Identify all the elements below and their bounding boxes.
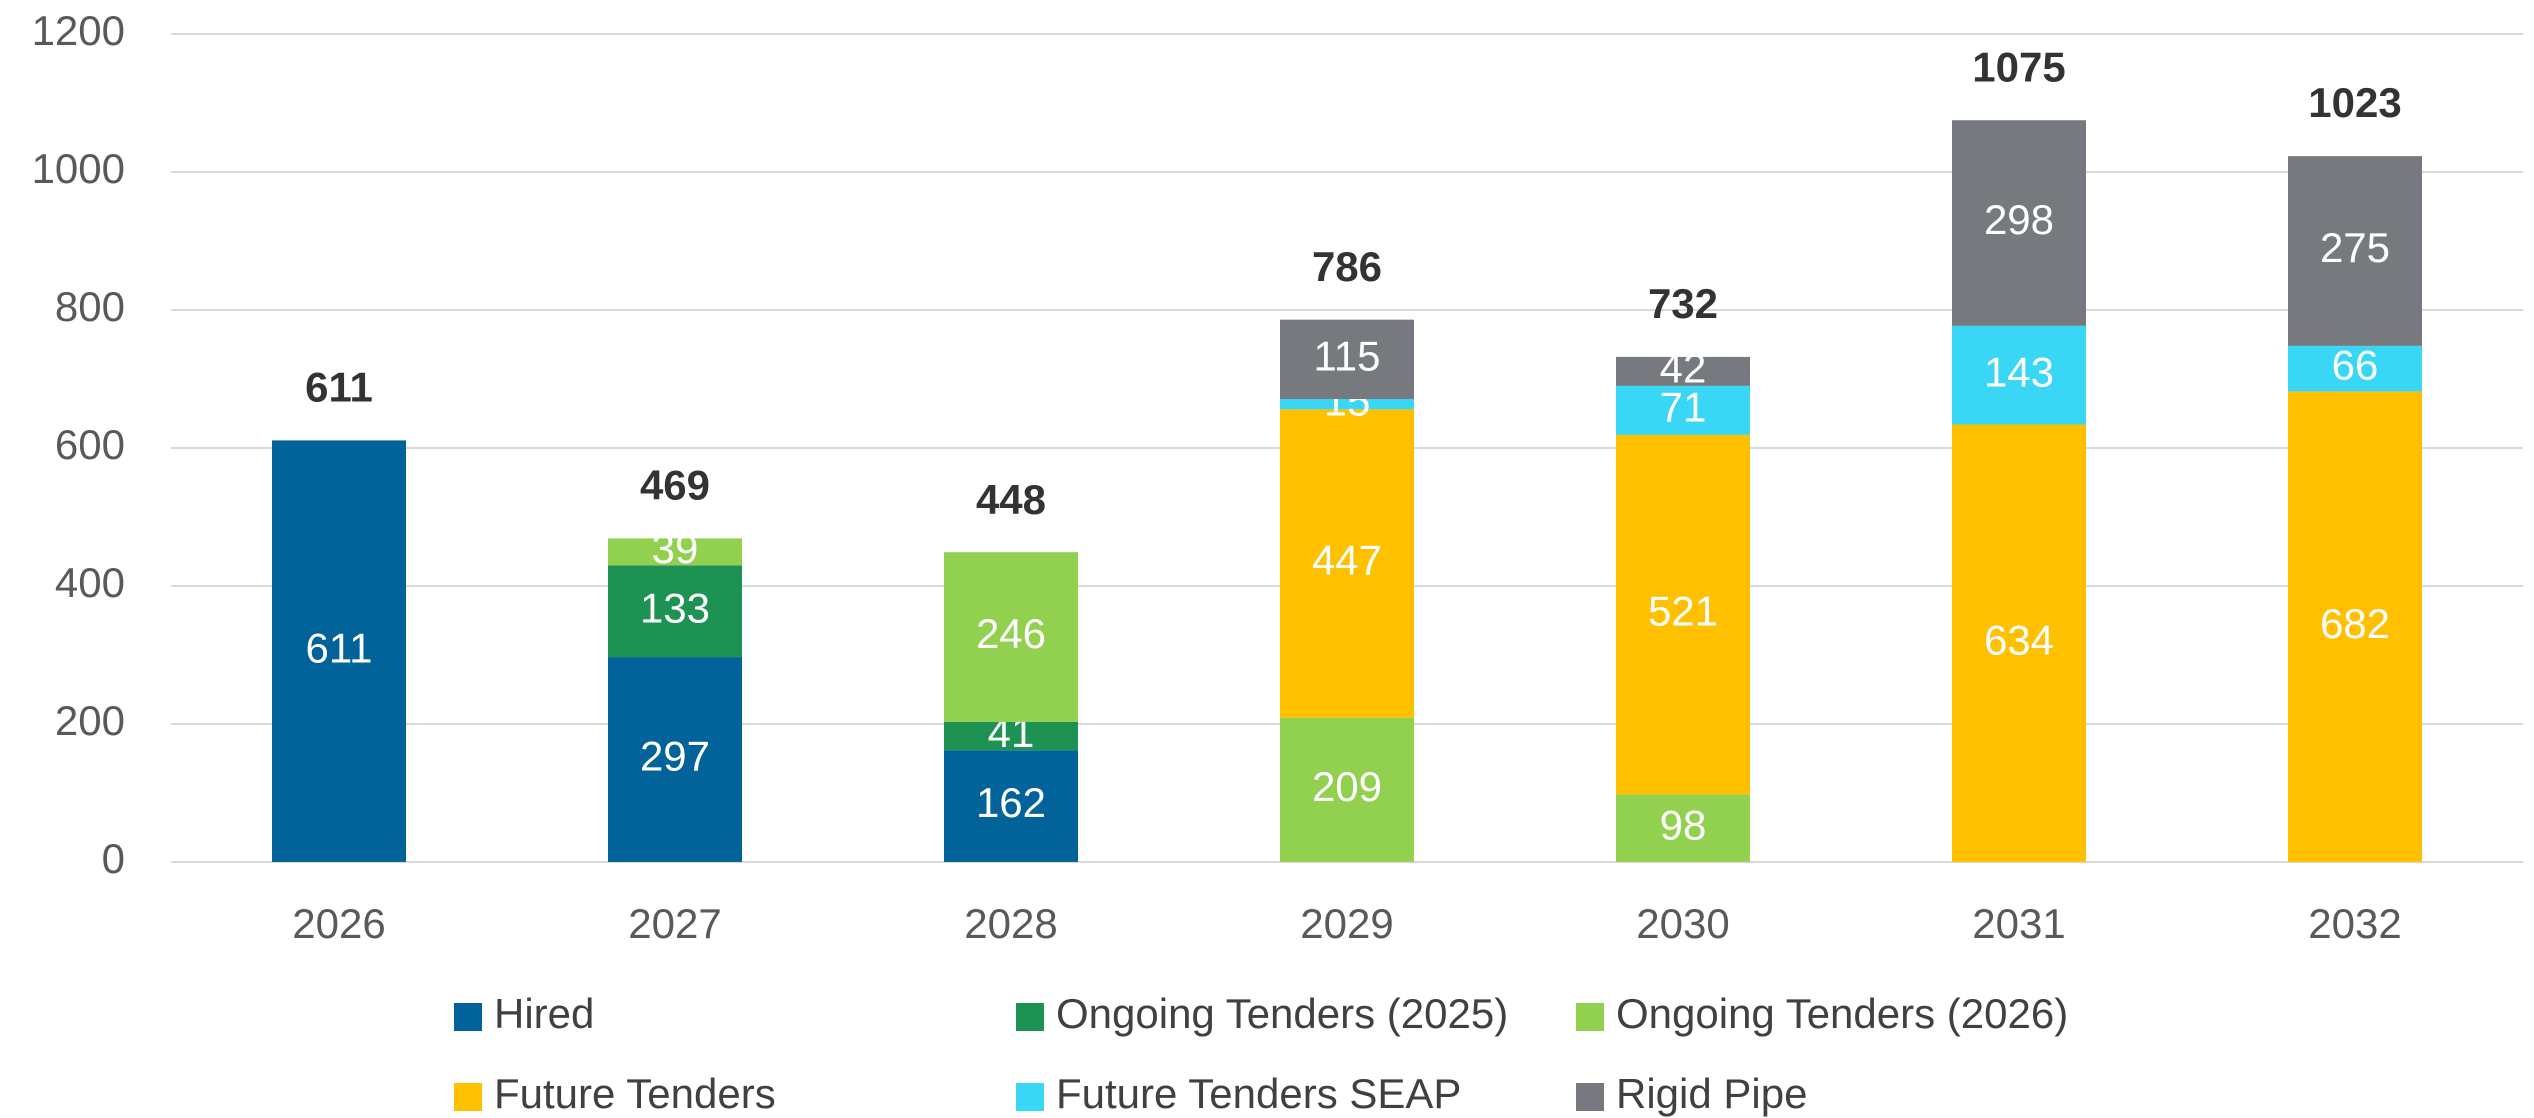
bar-segment bbox=[608, 657, 742, 862]
data-label: 634 bbox=[1984, 616, 2054, 663]
bar-segment bbox=[1616, 434, 1750, 795]
data-label: 42 bbox=[1660, 345, 1707, 392]
data-label: 115 bbox=[1314, 332, 1381, 379]
data-label: 71 bbox=[1660, 383, 1707, 430]
data-label: 98 bbox=[1660, 801, 1707, 848]
legend-label: Ongoing Tenders (2025) bbox=[1056, 990, 1508, 1037]
legend-swatch bbox=[454, 1083, 482, 1111]
bar-segment bbox=[1952, 120, 2086, 326]
x-tick-label: 2028 bbox=[964, 900, 1057, 947]
bar-segment bbox=[272, 440, 406, 862]
bar-segment bbox=[1280, 409, 1414, 718]
x-tick-label: 2032 bbox=[2308, 900, 2401, 947]
y-tick-label: 1200 bbox=[32, 7, 125, 54]
bar-segment bbox=[608, 565, 742, 658]
y-tick-label: 600 bbox=[55, 421, 125, 468]
bar-segment bbox=[944, 721, 1078, 751]
legend-label: Hired bbox=[494, 990, 594, 1037]
total-label: 732 bbox=[1648, 280, 1718, 327]
data-label: 209 bbox=[1312, 763, 1382, 810]
legend-swatch bbox=[1576, 1003, 1604, 1031]
data-label: 297 bbox=[640, 733, 710, 780]
bar-segment bbox=[2288, 391, 2422, 862]
total-label: 786 bbox=[1312, 243, 1382, 290]
legend-swatch bbox=[1016, 1083, 1044, 1111]
legend-label: Ongoing Tenders (2026) bbox=[1616, 990, 2068, 1037]
total-label: 1023 bbox=[2308, 79, 2401, 126]
data-label: 162 bbox=[976, 779, 1046, 826]
x-tick-label: 2031 bbox=[1972, 900, 2065, 947]
bar-segment bbox=[2288, 345, 2422, 392]
data-label: 298 bbox=[1984, 196, 2054, 243]
bar-segment bbox=[608, 538, 742, 566]
data-label: 447 bbox=[1312, 537, 1382, 584]
legend-swatch bbox=[454, 1003, 482, 1031]
total-label: 611 bbox=[305, 364, 373, 411]
bar-segment bbox=[1616, 385, 1750, 435]
bar-segment bbox=[1616, 794, 1750, 862]
data-label: 682 bbox=[2320, 600, 2390, 647]
legend-label: Future Tenders bbox=[494, 1070, 776, 1117]
legend-swatch bbox=[1576, 1083, 1604, 1111]
data-label: 39 bbox=[652, 525, 699, 572]
bar-segment bbox=[1280, 319, 1414, 400]
bar-segment bbox=[1280, 717, 1414, 862]
total-label: 469 bbox=[640, 461, 710, 508]
data-label: 246 bbox=[976, 610, 1046, 657]
total-label: 1075 bbox=[1972, 43, 2065, 90]
total-label: 448 bbox=[976, 476, 1046, 523]
legend-swatch bbox=[1016, 1003, 1044, 1031]
data-label: 521 bbox=[1648, 588, 1718, 635]
legend-label: Rigid Pipe bbox=[1616, 1070, 1807, 1117]
y-tick-label: 400 bbox=[55, 559, 125, 606]
y-tick-label: 200 bbox=[55, 697, 125, 744]
y-tick-label: 800 bbox=[55, 283, 125, 330]
x-tick-label: 2029 bbox=[1300, 900, 1393, 947]
bar-segment bbox=[1616, 356, 1750, 386]
legend-label: Future Tenders SEAP bbox=[1056, 1070, 1461, 1117]
x-tick-label: 2026 bbox=[292, 900, 385, 947]
bar-segment bbox=[944, 750, 1078, 862]
data-label: 133 bbox=[640, 584, 710, 631]
bar-segment bbox=[1952, 424, 2086, 862]
bar-segment bbox=[2288, 156, 2422, 346]
y-tick-label: 1000 bbox=[32, 145, 125, 192]
data-label: 143 bbox=[1984, 348, 2054, 395]
data-label: 611 bbox=[306, 624, 373, 671]
bar-segment bbox=[944, 552, 1078, 722]
data-label: 275 bbox=[2320, 224, 2390, 271]
x-tick-label: 2030 bbox=[1636, 900, 1729, 947]
bar-segment bbox=[1280, 399, 1414, 410]
y-tick-label: 0 bbox=[102, 835, 125, 882]
bar-segment bbox=[1952, 325, 2086, 425]
x-tick-label: 2027 bbox=[628, 900, 721, 947]
data-label: 66 bbox=[2332, 342, 2379, 389]
